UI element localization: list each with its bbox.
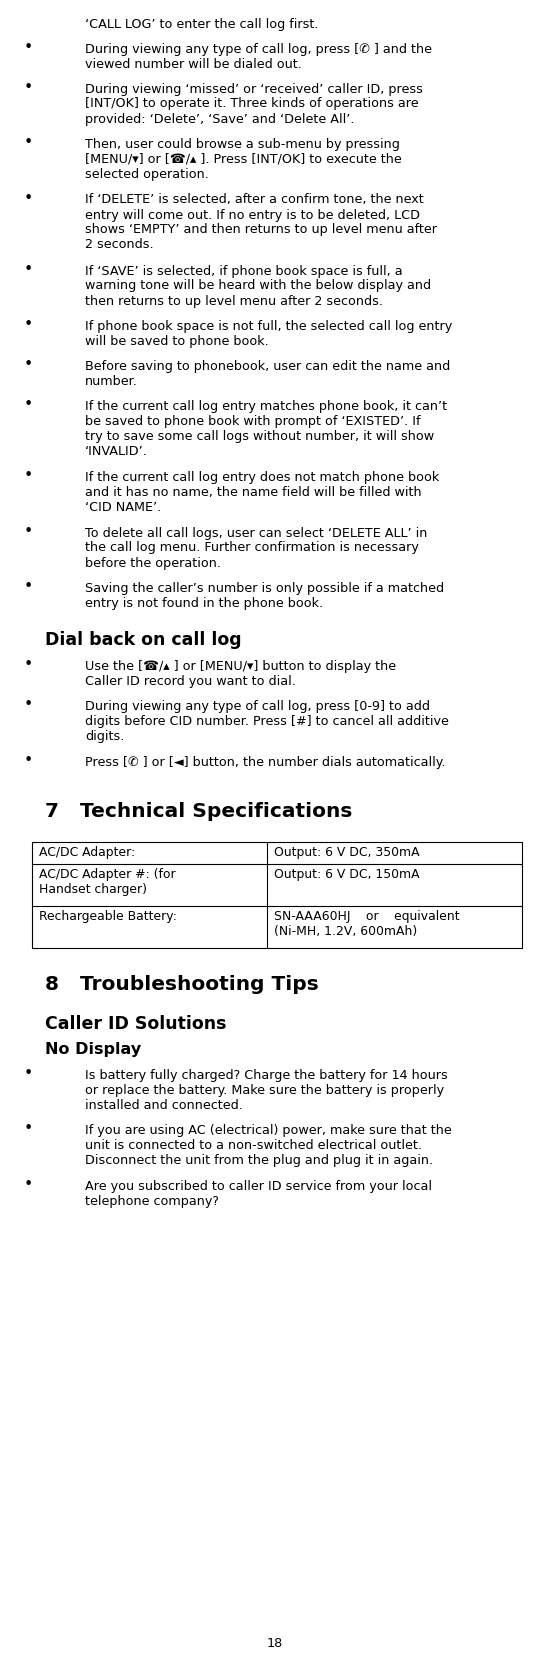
- Text: Dial back on call log: Dial back on call log: [45, 631, 242, 649]
- Text: During viewing any type of call log, press [0-9] to add
digits before CID number: During viewing any type of call log, pre…: [85, 701, 449, 744]
- Text: If you are using AC (electrical) power, make sure that the
unit is connected to : If you are using AC (electrical) power, …: [85, 1124, 452, 1168]
- Text: •: •: [24, 579, 32, 594]
- Text: •: •: [24, 262, 32, 277]
- Text: SN-AAA60HJ    or    equivalent
(Ni-MH, 1.2V, 600mAh): SN-AAA60HJ or equivalent (Ni-MH, 1.2V, 6…: [274, 911, 460, 939]
- Text: Output: 6 V DC, 150mA: Output: 6 V DC, 150mA: [274, 869, 419, 881]
- Text: 7   Technical Specifications: 7 Technical Specifications: [45, 802, 352, 821]
- Text: During viewing ‘missed’ or ‘received’ caller ID, press
[INT/OK] to operate it. T: During viewing ‘missed’ or ‘received’ ca…: [85, 82, 423, 125]
- Text: Saving the caller’s number is only possible if a matched
entry is not found in t: Saving the caller’s number is only possi…: [85, 582, 444, 610]
- Text: AC/DC Adapter:: AC/DC Adapter:: [39, 846, 135, 859]
- Text: During viewing any type of call log, press [✆ ] and the
viewed number will be di: During viewing any type of call log, pre…: [85, 42, 432, 70]
- Text: If the current call log entry does not match phone book
and it has no name, the : If the current call log entry does not m…: [85, 470, 439, 514]
- Text: Are you subscribed to caller ID service from your local
telephone company?: Are you subscribed to caller ID service …: [85, 1179, 432, 1208]
- Text: To delete all call logs, user can select ‘DELETE ALL’ in
the call log menu. Furt: To delete all call logs, user can select…: [85, 527, 427, 569]
- Text: Use the [☎/▴ ] or [MENU/▾] button to display the
Caller ID record you want to di: Use the [☎/▴ ] or [MENU/▾] button to dis…: [85, 661, 396, 689]
- Text: •: •: [24, 397, 32, 412]
- Text: Before saving to phonebook, user can edit the name and
number.: Before saving to phonebook, user can edi…: [85, 360, 450, 389]
- Text: •: •: [24, 697, 32, 712]
- Text: •: •: [24, 752, 32, 767]
- Text: •: •: [24, 469, 32, 484]
- Text: If phone book space is not full, the selected call log entry
will be saved to ph: If phone book space is not full, the sel…: [85, 320, 452, 349]
- Text: •: •: [24, 190, 32, 205]
- Text: AC/DC Adapter #: (for
Handset charger): AC/DC Adapter #: (for Handset charger): [39, 869, 176, 896]
- Text: •: •: [24, 357, 32, 372]
- Text: •: •: [24, 1178, 32, 1193]
- Text: If ‘SAVE’ is selected, if phone book space is full, a
warning tone will be heard: If ‘SAVE’ is selected, if phone book spa…: [85, 265, 431, 307]
- Text: No Display: No Display: [45, 1042, 141, 1058]
- Text: 18: 18: [266, 1636, 283, 1650]
- Bar: [32, 842, 522, 949]
- Text: •: •: [24, 524, 32, 539]
- Text: Rechargeable Battery:: Rechargeable Battery:: [39, 911, 177, 924]
- Text: 8   Troubleshooting Tips: 8 Troubleshooting Tips: [45, 974, 319, 994]
- Text: •: •: [24, 40, 32, 55]
- Text: •: •: [24, 1121, 32, 1136]
- Text: Output: 6 V DC, 350mA: Output: 6 V DC, 350mA: [274, 846, 419, 859]
- Text: If ‘DELETE’ is selected, after a confirm tone, the next
entry will come out. If : If ‘DELETE’ is selected, after a confirm…: [85, 193, 437, 252]
- Text: Then, user could browse a sub-menu by pressing
[MENU/▾] or [☎/▴ ]. Press [INT/OK: Then, user could browse a sub-menu by pr…: [85, 138, 402, 182]
- Text: ‘CALL LOG’ to enter the call log first.: ‘CALL LOG’ to enter the call log first.: [85, 18, 318, 32]
- Text: •: •: [24, 317, 32, 332]
- Text: •: •: [24, 135, 32, 150]
- Text: •: •: [24, 1066, 32, 1081]
- Text: If the current call log entry matches phone book, it can’t
be saved to phone boo: If the current call log entry matches ph…: [85, 400, 447, 459]
- Text: Caller ID Solutions: Caller ID Solutions: [45, 1014, 227, 1032]
- Text: •: •: [24, 657, 32, 672]
- Text: Is battery fully charged? Charge the battery for 14 hours
or replace the battery: Is battery fully charged? Charge the bat…: [85, 1069, 448, 1111]
- Text: Press [✆ ] or [◄] button, the number dials automatically.: Press [✆ ] or [◄] button, the number dia…: [85, 756, 445, 769]
- Text: •: •: [24, 80, 32, 95]
